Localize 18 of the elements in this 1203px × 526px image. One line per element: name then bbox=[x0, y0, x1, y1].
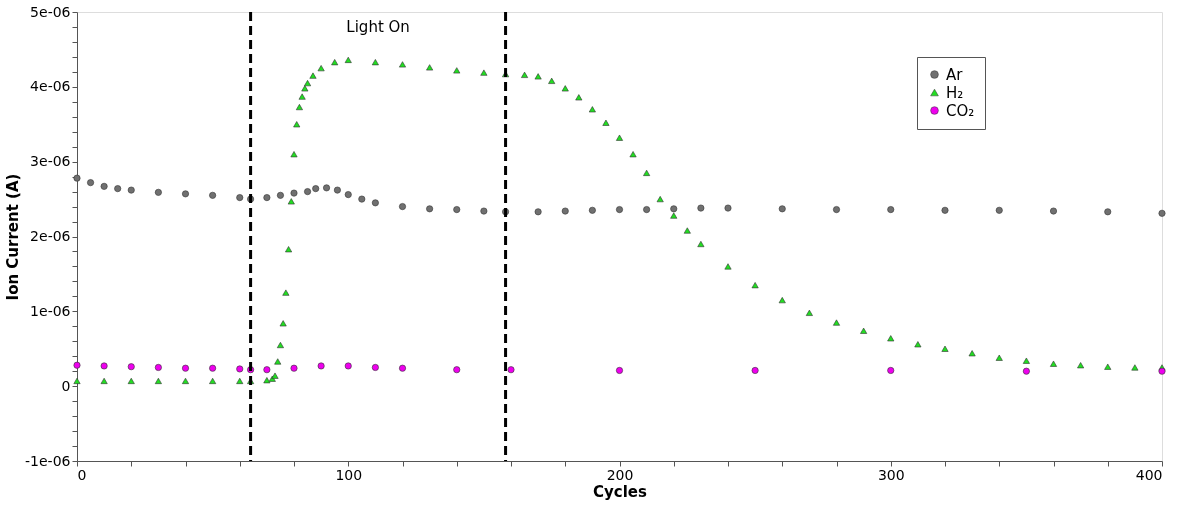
y-tick-label: -1e-06 bbox=[25, 452, 71, 469]
y-tick-label: 4e-06 bbox=[30, 78, 71, 95]
legend-label: CO₂ bbox=[946, 101, 975, 120]
y-axis-title: Ion Current (A) bbox=[4, 173, 23, 301]
legend-label: H₂ bbox=[946, 83, 964, 102]
y-tick-label: 3e-06 bbox=[30, 153, 71, 170]
y-tick-label: 0 bbox=[61, 377, 71, 394]
y-tick-label: 2e-06 bbox=[30, 228, 71, 244]
y-tick-label: 1e-06 bbox=[30, 302, 71, 319]
x-tick-label: 200 bbox=[606, 466, 634, 483]
x-tick-label: 300 bbox=[877, 466, 905, 483]
legend-label: Ar bbox=[946, 65, 964, 84]
annotation: Light On bbox=[346, 18, 410, 36]
x-tick-label: 0 bbox=[77, 466, 87, 483]
x-tick-label: 100 bbox=[335, 466, 363, 483]
y-tick-label: 5e-06 bbox=[30, 3, 71, 20]
x-tick-label: 400 bbox=[1135, 466, 1163, 483]
x-axis-title: Cycles bbox=[593, 482, 648, 501]
